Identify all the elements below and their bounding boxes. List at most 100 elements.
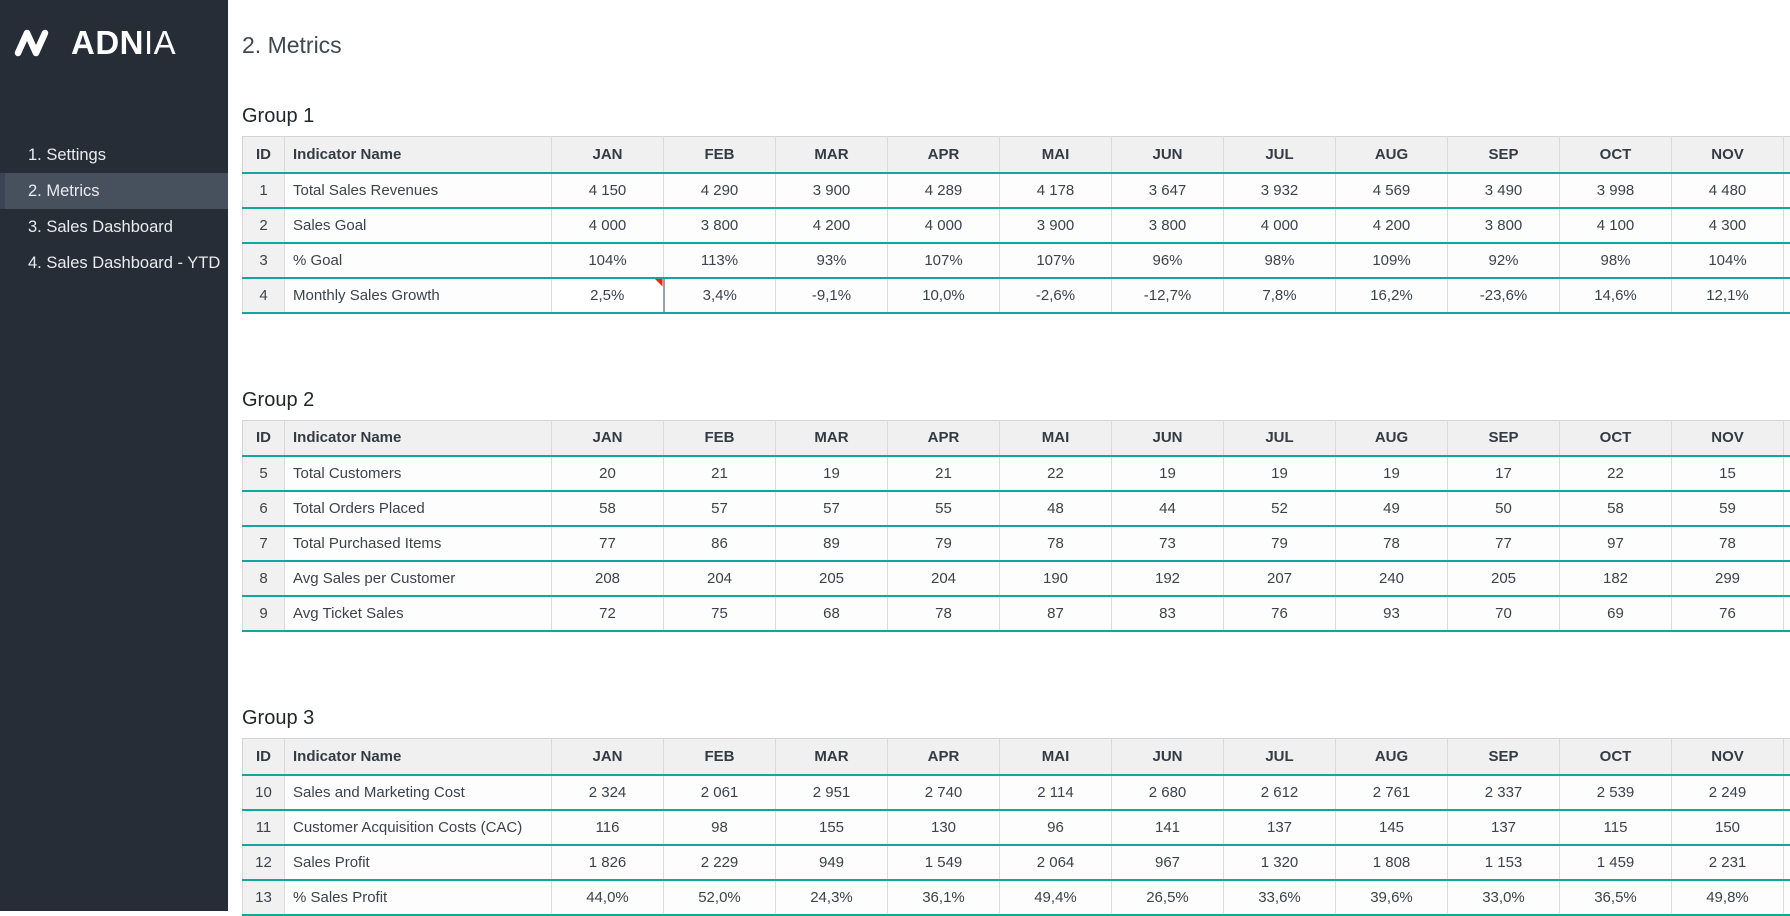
cell-mai[interactable]: 107% xyxy=(1000,243,1112,278)
cell-jan[interactable]: 104% xyxy=(552,243,664,278)
cell-sep[interactable]: 137 xyxy=(1448,810,1560,845)
cell-jan[interactable]: 116 xyxy=(552,810,664,845)
cell-oct[interactable]: 3 998 xyxy=(1560,173,1672,208)
cell-indicator-name[interactable]: Total Purchased Items xyxy=(285,526,552,561)
cell-mai[interactable]: -2,6% xyxy=(1000,278,1112,313)
cell-apr[interactable]: 204 xyxy=(888,561,1000,596)
cell-jun[interactable]: 3 800 xyxy=(1112,208,1224,243)
cell-feb[interactable]: 3 800 xyxy=(664,208,776,243)
cell-nov[interactable]: 76 xyxy=(1672,596,1784,631)
cell-jun[interactable]: 96% xyxy=(1112,243,1224,278)
cell-jan[interactable]: 44,0% xyxy=(552,880,664,915)
cell-id[interactable]: 13 xyxy=(243,880,285,915)
cell-nov[interactable]: 150 xyxy=(1672,810,1784,845)
cell-sep[interactable]: 77 xyxy=(1448,526,1560,561)
cell-jan[interactable]: 20 xyxy=(552,456,664,491)
cell-mar[interactable]: 24,3% xyxy=(776,880,888,915)
cell-oct[interactable]: 1 459 xyxy=(1560,845,1672,880)
cell-mar[interactable]: -9,1% xyxy=(776,278,888,313)
cell-indicator-name[interactable]: % Sales Profit xyxy=(285,880,552,915)
cell-indicator-name[interactable]: Customer Acquisition Costs (CAC) xyxy=(285,810,552,845)
cell-apr[interactable]: 2 740 xyxy=(888,775,1000,810)
cell-jun[interactable]: 26,5% xyxy=(1112,880,1224,915)
cell-jul[interactable]: 137 xyxy=(1224,810,1336,845)
cell-sep[interactable]: 92% xyxy=(1448,243,1560,278)
cell-mai[interactable]: 22 xyxy=(1000,456,1112,491)
cell-jul[interactable]: 3 932 xyxy=(1224,173,1336,208)
cell-id[interactable]: 3 xyxy=(243,243,285,278)
cell-jul[interactable]: 207 xyxy=(1224,561,1336,596)
cell-oct[interactable]: 69 xyxy=(1560,596,1672,631)
cell-mar[interactable]: 4 200 xyxy=(776,208,888,243)
cell-mai[interactable]: 49,4% xyxy=(1000,880,1112,915)
cell-aug[interactable]: 4 200 xyxy=(1336,208,1448,243)
cell-nov[interactable]: 78 xyxy=(1672,526,1784,561)
cell-apr[interactable]: 4 289 xyxy=(888,173,1000,208)
cell-sep[interactable]: 3 800 xyxy=(1448,208,1560,243)
cell-jun[interactable]: 967 xyxy=(1112,845,1224,880)
cell-aug[interactable]: 109% xyxy=(1336,243,1448,278)
cell-feb[interactable]: 204 xyxy=(664,561,776,596)
cell-indicator-name[interactable]: % Goal xyxy=(285,243,552,278)
cell-aug[interactable]: 2 761 xyxy=(1336,775,1448,810)
cell-sep[interactable]: 1 153 xyxy=(1448,845,1560,880)
cell-aug[interactable]: 78 xyxy=(1336,526,1448,561)
cell-id[interactable]: 4 xyxy=(243,278,285,313)
cell-mai[interactable]: 2 114 xyxy=(1000,775,1112,810)
cell-sep[interactable]: 33,0% xyxy=(1448,880,1560,915)
cell-indicator-name[interactable]: Sales Profit xyxy=(285,845,552,880)
cell-mar[interactable]: 93% xyxy=(776,243,888,278)
cell-mar[interactable]: 68 xyxy=(776,596,888,631)
cell-oct[interactable]: 115 xyxy=(1560,810,1672,845)
cell-nov[interactable]: 299 xyxy=(1672,561,1784,596)
cell-mar[interactable]: 155 xyxy=(776,810,888,845)
cell-aug[interactable]: 49 xyxy=(1336,491,1448,526)
cell-feb[interactable]: 52,0% xyxy=(664,880,776,915)
cell-sep[interactable]: 70 xyxy=(1448,596,1560,631)
cell-indicator-name[interactable]: Total Sales Revenues xyxy=(285,173,552,208)
sidebar-item-1[interactable]: 1. Settings xyxy=(0,137,228,173)
cell-jan[interactable]: 2 324 xyxy=(552,775,664,810)
cell-indicator-name[interactable]: Monthly Sales Growth xyxy=(285,278,552,313)
cell-indicator-name[interactable]: Total Orders Placed xyxy=(285,491,552,526)
cell-feb[interactable]: 113% xyxy=(664,243,776,278)
cell-mar[interactable]: 949 xyxy=(776,845,888,880)
cell-aug[interactable]: 16,2% xyxy=(1336,278,1448,313)
cell-mar[interactable]: 57 xyxy=(776,491,888,526)
cell-feb[interactable]: 3,4% xyxy=(664,278,776,313)
cell-id[interactable]: 7 xyxy=(243,526,285,561)
cell-id[interactable]: 9 xyxy=(243,596,285,631)
cell-aug[interactable]: 93 xyxy=(1336,596,1448,631)
cell-jun[interactable]: 2 680 xyxy=(1112,775,1224,810)
cell-id[interactable]: 1 xyxy=(243,173,285,208)
cell-aug[interactable]: 1 808 xyxy=(1336,845,1448,880)
cell-jun[interactable]: 19 xyxy=(1112,456,1224,491)
cell-nov[interactable]: 15 xyxy=(1672,456,1784,491)
cell-id[interactable]: 2 xyxy=(243,208,285,243)
cell-id[interactable]: 11 xyxy=(243,810,285,845)
cell-feb[interactable]: 86 xyxy=(664,526,776,561)
cell-indicator-name[interactable]: Total Customers xyxy=(285,456,552,491)
cell-jul[interactable]: 52 xyxy=(1224,491,1336,526)
cell-apr[interactable]: 36,1% xyxy=(888,880,1000,915)
cell-jan[interactable]: 2,5% xyxy=(552,278,664,313)
cell-indicator-name[interactable]: Avg Ticket Sales xyxy=(285,596,552,631)
cell-apr[interactable]: 1 549 xyxy=(888,845,1000,880)
cell-nov[interactable]: 2 249 xyxy=(1672,775,1784,810)
cell-nov[interactable]: 4 300 xyxy=(1672,208,1784,243)
cell-oct[interactable]: 98% xyxy=(1560,243,1672,278)
cell-mar[interactable]: 205 xyxy=(776,561,888,596)
cell-id[interactable]: 5 xyxy=(243,456,285,491)
cell-apr[interactable]: 130 xyxy=(888,810,1000,845)
cell-jul[interactable]: 2 612 xyxy=(1224,775,1336,810)
cell-mar[interactable]: 2 951 xyxy=(776,775,888,810)
cell-mai[interactable]: 96 xyxy=(1000,810,1112,845)
cell-feb[interactable]: 4 290 xyxy=(664,173,776,208)
cell-jun[interactable]: 44 xyxy=(1112,491,1224,526)
cell-jun[interactable]: 192 xyxy=(1112,561,1224,596)
sidebar-item-3[interactable]: 3. Sales Dashboard xyxy=(0,209,228,245)
cell-jun[interactable]: 83 xyxy=(1112,596,1224,631)
cell-apr[interactable]: 55 xyxy=(888,491,1000,526)
cell-oct[interactable]: 2 539 xyxy=(1560,775,1672,810)
cell-jul[interactable]: 98% xyxy=(1224,243,1336,278)
